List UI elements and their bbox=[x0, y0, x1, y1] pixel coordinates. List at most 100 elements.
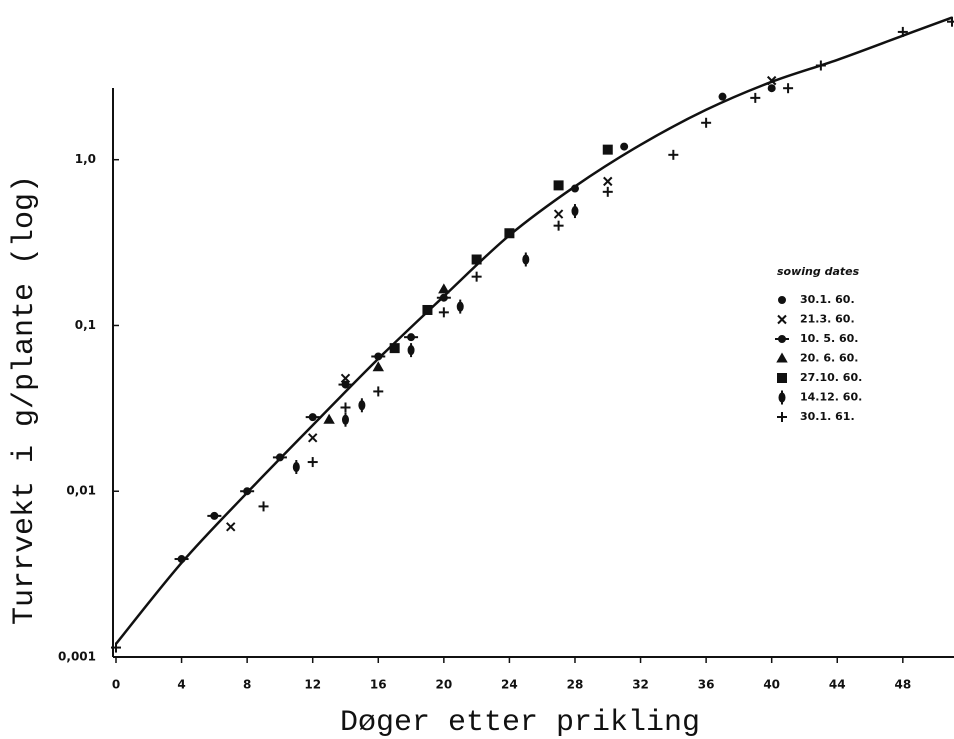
x-tick-label: 44 bbox=[829, 678, 846, 692]
marker-part bbox=[778, 392, 786, 403]
marker-part bbox=[292, 462, 300, 473]
marker bbox=[258, 501, 269, 512]
marker-part bbox=[602, 144, 613, 155]
marker bbox=[207, 511, 222, 520]
marker-part bbox=[571, 206, 579, 217]
marker-part bbox=[407, 333, 416, 342]
marker bbox=[240, 487, 255, 496]
marker bbox=[340, 373, 351, 384]
marker-part bbox=[766, 75, 777, 86]
marker bbox=[777, 314, 787, 325]
marker bbox=[292, 460, 300, 475]
marker bbox=[436, 293, 451, 302]
marker bbox=[272, 453, 287, 462]
marker-part bbox=[308, 413, 317, 422]
x-tick-label: 48 bbox=[894, 678, 911, 692]
legend-label: 30.1. 60. bbox=[800, 293, 855, 306]
x-tick-label: 4 bbox=[177, 678, 185, 692]
marker-part bbox=[374, 352, 383, 361]
marker-part bbox=[471, 254, 482, 265]
marker bbox=[553, 209, 564, 219]
marker bbox=[111, 642, 121, 653]
marker-part bbox=[177, 555, 186, 564]
x-tick-label: 12 bbox=[304, 678, 321, 692]
legend-label: 27.10. 60. bbox=[800, 371, 862, 384]
marker-part bbox=[504, 228, 515, 239]
marker bbox=[307, 457, 318, 468]
marker bbox=[422, 304, 433, 315]
marker bbox=[338, 380, 353, 389]
marker-part bbox=[553, 209, 564, 219]
marker-part bbox=[438, 283, 450, 294]
marker bbox=[553, 220, 564, 231]
marker bbox=[620, 142, 629, 151]
marker bbox=[778, 390, 786, 405]
marker bbox=[553, 180, 564, 191]
marker bbox=[603, 176, 613, 187]
marker bbox=[307, 433, 318, 443]
marker bbox=[767, 84, 776, 93]
marker bbox=[718, 92, 727, 101]
marker bbox=[571, 204, 579, 219]
marker bbox=[775, 335, 789, 343]
marker-part bbox=[226, 522, 236, 532]
marker bbox=[778, 296, 786, 304]
marker-part bbox=[439, 293, 448, 302]
marker-part bbox=[777, 314, 787, 325]
x-tick-label: 24 bbox=[501, 678, 518, 692]
marker bbox=[897, 26, 908, 37]
y-axis-label: Turrvekt i g/plante (log) bbox=[8, 175, 42, 625]
marker bbox=[471, 254, 482, 265]
marker bbox=[602, 186, 613, 197]
legend-label: 21.3. 60. bbox=[800, 313, 855, 326]
marker bbox=[323, 413, 335, 424]
marker-part bbox=[407, 345, 415, 356]
marker bbox=[456, 299, 464, 314]
marker bbox=[570, 184, 579, 193]
marker bbox=[602, 144, 613, 155]
marker bbox=[438, 307, 449, 318]
x-tick-label: 28 bbox=[567, 678, 584, 692]
x-tick-label: 0 bbox=[112, 678, 120, 692]
marker-part bbox=[275, 453, 284, 462]
marker bbox=[341, 412, 349, 427]
marker bbox=[438, 283, 450, 294]
marker-part bbox=[243, 487, 252, 496]
x-tick-label: 40 bbox=[763, 678, 780, 692]
fit-curve bbox=[115, 16, 953, 645]
marker bbox=[358, 398, 366, 413]
marker bbox=[371, 352, 386, 361]
marker-part bbox=[422, 304, 433, 315]
marker bbox=[783, 83, 794, 94]
marker-part bbox=[776, 352, 788, 363]
marker bbox=[777, 373, 787, 383]
x-tick-label: 32 bbox=[632, 678, 649, 692]
x-axis-label: Døger etter prikling bbox=[340, 706, 700, 739]
marker bbox=[226, 522, 236, 532]
y-tick-label: 0,01 bbox=[66, 484, 96, 498]
marker-part bbox=[778, 335, 786, 343]
marker bbox=[776, 352, 788, 363]
marker-part bbox=[372, 361, 384, 372]
marker bbox=[504, 228, 515, 239]
x-tick-label: 8 bbox=[243, 678, 251, 692]
legend-title: sowing dates bbox=[777, 265, 860, 278]
marker bbox=[766, 75, 777, 86]
marker-part bbox=[456, 301, 464, 312]
marker-part bbox=[767, 84, 776, 93]
marker bbox=[777, 412, 787, 422]
marker bbox=[668, 149, 679, 160]
marker-part bbox=[210, 511, 219, 520]
marker bbox=[174, 555, 189, 564]
marker-part bbox=[718, 92, 727, 101]
marker bbox=[815, 60, 826, 71]
marker bbox=[701, 117, 712, 128]
marker-part bbox=[323, 413, 335, 424]
marker-part bbox=[358, 400, 366, 411]
marker bbox=[372, 361, 384, 372]
marker bbox=[389, 343, 400, 354]
marker bbox=[471, 271, 482, 282]
marker-part bbox=[570, 184, 579, 193]
marker-part bbox=[307, 433, 318, 443]
